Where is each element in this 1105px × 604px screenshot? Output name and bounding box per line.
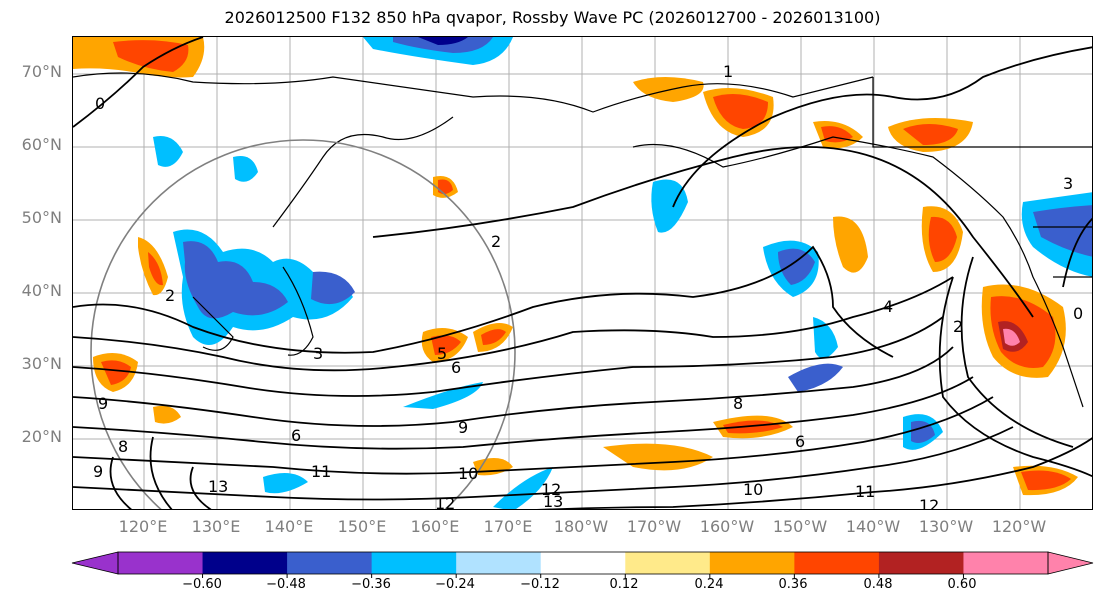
- contour-label: 0: [1073, 304, 1083, 323]
- lat-label-20n: 20°N: [21, 427, 62, 446]
- contour-label: 3: [313, 344, 323, 363]
- contour-label: 6: [795, 432, 805, 451]
- contour-label: 4: [883, 297, 893, 316]
- colorbar-tick: 0.12: [609, 577, 639, 592]
- lat-label-40n: 40°N: [21, 281, 62, 300]
- colorbar-cell: [878, 552, 964, 574]
- contour-label: 8: [733, 394, 743, 413]
- colorbar-cell: [118, 552, 204, 574]
- lat-label-70n: 70°N: [21, 62, 62, 81]
- lon-label: 150°W: [772, 517, 828, 536]
- contour-label: 12: [541, 480, 561, 499]
- contour-label: 8: [118, 437, 128, 456]
- contour-label: 12: [435, 494, 455, 510]
- lon-label: 160°E: [410, 517, 460, 536]
- contour-label: 10: [743, 480, 763, 499]
- lon-label: 180°W: [553, 517, 609, 536]
- contour-label: 1: [723, 62, 733, 81]
- contour-label: 6: [291, 426, 301, 445]
- contour-label: 9: [93, 462, 103, 481]
- colorbar-tick: 0.60: [947, 577, 977, 592]
- coastlines: [73, 72, 1092, 408]
- colorbar-tick: −0.60: [182, 577, 222, 592]
- contour-lines: [73, 37, 1092, 509]
- contour-label: 12: [919, 496, 939, 510]
- contour-label: 13: [208, 477, 228, 496]
- colorbar-cell: [371, 552, 457, 574]
- colorbar-tick: 0.48: [863, 577, 893, 592]
- colorbar-cell: [625, 552, 711, 574]
- lon-label: 170°E: [483, 517, 533, 536]
- contour-label: 2: [491, 232, 501, 251]
- contour-label: 10: [458, 464, 478, 483]
- colorbar: [71, 551, 1094, 578]
- colorbar-cell: [202, 552, 288, 574]
- lon-label: 160°W: [699, 517, 755, 536]
- colorbar-cell: [709, 552, 795, 574]
- colorbar-tick: 0.36: [778, 577, 808, 592]
- rossby-circle: [90, 139, 516, 509]
- contour-label: 9: [98, 394, 108, 413]
- contour-label: 2: [165, 286, 175, 305]
- contour-label: 11: [855, 482, 875, 501]
- lon-label: 130°E: [191, 517, 241, 536]
- contour-label: 2: [953, 317, 963, 336]
- colorbar-cell: [456, 552, 542, 574]
- lon-label: 150°E: [337, 517, 387, 536]
- contour-label: 0: [95, 94, 105, 113]
- gridlines: [73, 37, 1092, 509]
- map-plot: 0 1 2 3 5 6 9 6 9 10 11 12 13 8 9 10 11 …: [73, 37, 1092, 510]
- contour-label: 11: [311, 462, 331, 481]
- colorbar-cell: [794, 552, 880, 574]
- lon-label: 120°E: [118, 517, 168, 536]
- colorbar-tick: −0.12: [520, 577, 560, 592]
- colorbar-cells: [71, 551, 1094, 578]
- colorbar-tick: −0.36: [351, 577, 391, 592]
- colorbar-extend-low: [71, 551, 119, 575]
- lon-label: 140°W: [845, 517, 901, 536]
- contour-label: 3: [1063, 174, 1073, 193]
- lon-label: 170°W: [626, 517, 682, 536]
- lat-label-50n: 50°N: [21, 208, 62, 227]
- contour-labels: 0 1 2 3 5 6 9 6 9 10 11 12 13 8 9 10 11 …: [93, 62, 1083, 510]
- lat-label-30n: 30°N: [21, 354, 62, 373]
- lon-label: 140°E: [264, 517, 314, 536]
- contour-label: 13: [543, 492, 563, 510]
- lon-label: 120°W: [991, 517, 1047, 536]
- colorbar-border: [117, 551, 1049, 575]
- map-panel: 0 1 2 3 5 6 9 6 9 10 11 12 13 8 9 10 11 …: [72, 36, 1093, 510]
- colorbar-tick: −0.24: [435, 577, 475, 592]
- colorbar-cell: [287, 552, 373, 574]
- colorbar-cell: [540, 552, 626, 574]
- map-title: 2026012500 F132 850 hPa qvapor, Rossby W…: [224, 8, 881, 27]
- colorbar-tick: 0.24: [694, 577, 724, 592]
- contour-label: 9: [458, 418, 468, 437]
- lat-label-60n: 60°N: [21, 135, 62, 154]
- colorbar-extend-high: [1047, 551, 1094, 575]
- contour-label: 5: [437, 344, 447, 363]
- contour-label: 6: [451, 358, 461, 377]
- colorbar-cell: [963, 552, 1049, 574]
- colorbar-tick: −0.48: [266, 577, 306, 592]
- lon-label: 130°W: [918, 517, 974, 536]
